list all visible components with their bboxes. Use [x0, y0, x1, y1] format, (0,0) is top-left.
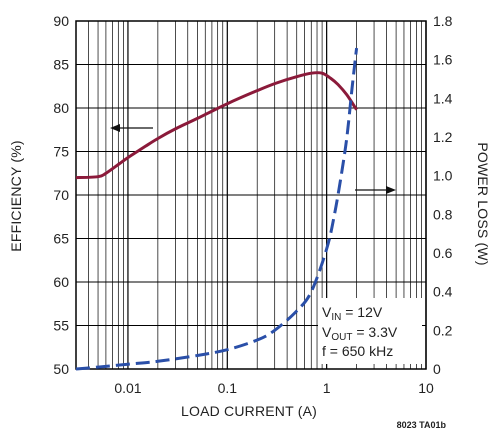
tick-labels: 0.01 0.1 1 10 50 55 60 65 70 75 80 85 90 0 0.2 0.4 0.6 0.… [53, 13, 452, 396]
y-tick-label-left: 60 [53, 274, 69, 290]
y-tick-label-right: 1.4 [433, 90, 453, 106]
left-axis-arrow [110, 124, 153, 132]
series-group [75, 47, 359, 371]
y-tick-label-left: 70 [53, 187, 69, 203]
y-axis-title-left: EFFICIENCY (%) [8, 140, 24, 251]
condition-frequency: f = 650 kHz [322, 343, 393, 359]
y-tick-label-right: 0.2 [433, 322, 453, 338]
conditions-box: VIN = 12V VOUT = 3.3V f = 650 kHz [318, 298, 422, 364]
y-tick-label-left: 80 [53, 100, 69, 116]
y-tick-label-right: 0.6 [433, 245, 453, 261]
y-tick-label-right: 0.8 [433, 206, 453, 222]
x-tick-label: 0.1 [218, 380, 238, 396]
y-tick-label-left: 75 [53, 144, 69, 160]
grid-lines [75, 20, 427, 370]
y-axis-title-right: POWER LOSS (W) [475, 142, 491, 265]
efficiency-curve [75, 71, 358, 180]
y-tick-label-right: 1.8 [433, 13, 453, 29]
y-tick-label-right: 1.2 [433, 129, 453, 145]
y-tick-label-left: 55 [53, 318, 69, 334]
y-tick-label-left: 90 [53, 13, 69, 29]
conditions-background [318, 298, 422, 364]
plot-frame [75, 20, 427, 370]
y-tick-label-left: 85 [53, 57, 69, 73]
y-tick-label-right: 0 [433, 361, 441, 377]
y-tick-label-right: 1.6 [433, 52, 453, 68]
y-tick-label-left: 50 [53, 361, 69, 377]
left-axis-arrow-head [110, 124, 120, 132]
condition-vout: VOUT = 3.3V [322, 324, 398, 343]
right-axis-arrow [355, 186, 396, 194]
power-loss-curve [75, 47, 359, 371]
figure-id: 8023 TA01b [397, 420, 447, 430]
x-tick-label: 1 [323, 380, 331, 396]
x-axis-title: LOAD CURRENT (A) [181, 403, 317, 419]
y-tick-label-right: 1.0 [433, 168, 453, 184]
axis-pointer-arrows [110, 124, 396, 194]
right-axis-arrow-head [386, 186, 396, 194]
x-tick-label: 10 [418, 380, 434, 396]
condition-vin: VIN = 12V [322, 304, 383, 323]
x-tick-label: 0.01 [114, 380, 141, 396]
y-tick-label-left: 65 [53, 231, 69, 247]
y-tick-label-right: 0.4 [433, 284, 453, 300]
